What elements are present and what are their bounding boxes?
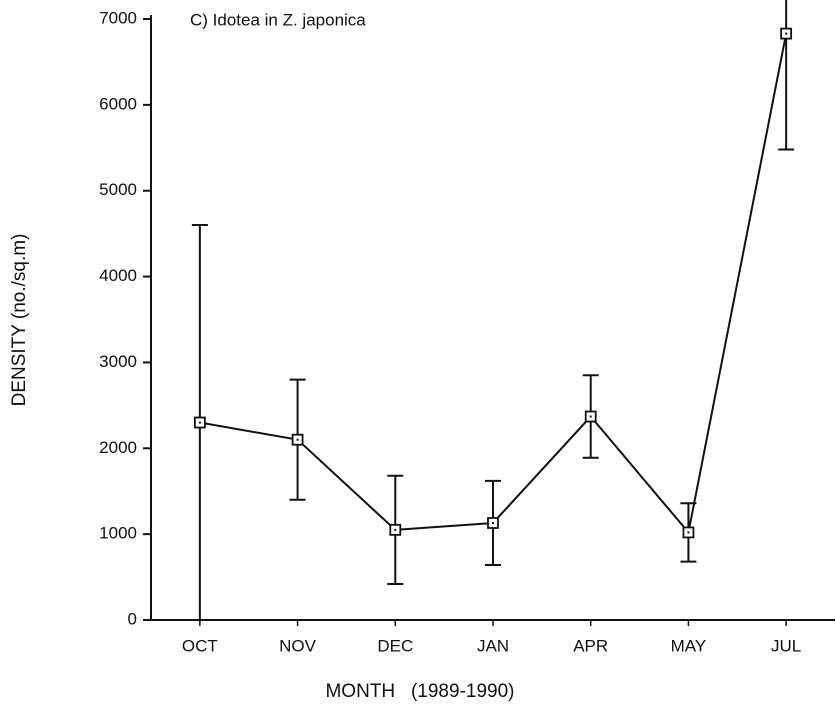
- marker-dot: [198, 421, 201, 424]
- x-tick-label: APR: [573, 636, 608, 655]
- y-tick-label: 2000: [99, 438, 137, 457]
- y-tick-label: 6000: [99, 94, 137, 113]
- x-tick-label: DEC: [377, 636, 413, 655]
- series-line: [199, 33, 788, 535]
- x-tick-label: NOV: [279, 636, 317, 655]
- marker-dot: [296, 438, 299, 441]
- y-tick-label: 5000: [99, 180, 137, 199]
- y-tick-label: 7000: [99, 8, 137, 27]
- y-tick-label: 1000: [99, 524, 137, 543]
- y-axis-title: DENSITY (no./sq.m): [9, 234, 30, 407]
- x-axis-title: MONTH (1989-1990): [325, 681, 514, 702]
- marker-dot: [785, 32, 788, 35]
- y-tick-label: 4000: [99, 266, 137, 285]
- marker-dot: [492, 521, 494, 524]
- x-tick-label: MAY: [671, 636, 707, 655]
- x-tick-label: JUL: [771, 636, 801, 655]
- marker-dot: [394, 528, 397, 531]
- y-tick-label: 3000: [99, 352, 137, 371]
- marker-dot: [589, 415, 592, 418]
- marker-dot: [687, 531, 690, 534]
- chart-title: C) Idotea in Z. japonica: [190, 10, 366, 29]
- y-tick-label: 0: [128, 609, 137, 628]
- error-bar: [778, 0, 795, 151]
- x-tick-label: JAN: [477, 636, 509, 655]
- x-tick-label: OCT: [182, 636, 218, 655]
